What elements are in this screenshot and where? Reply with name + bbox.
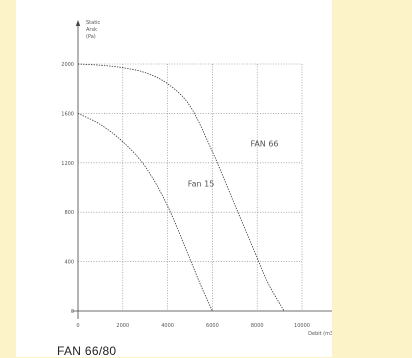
x-tick-label: 6000 [206, 323, 219, 329]
y-tick-label: 0 [71, 309, 74, 315]
series-line-2 [77, 113, 213, 312]
y-tick-label: 400 [64, 260, 74, 266]
x-tick-label: 2000 [116, 323, 129, 329]
y-axis-title: (Pa) [86, 34, 96, 40]
x-tick-label: 4000 [161, 323, 174, 329]
x-tick-label: 8000 [251, 323, 264, 329]
y-tick-label: 1200 [61, 161, 74, 167]
chart-panel: 0 400 800 1200 1600 2000 0 2000 4000 6000 8000 1000… [16, 0, 332, 358]
x-tick-label: 0 [76, 323, 79, 329]
y-axis-title: Arsk [86, 27, 97, 33]
y-tick-label: 2000 [61, 62, 74, 68]
x-tick-label: 10000 [294, 323, 310, 329]
y-axis-arrow [75, 20, 81, 26]
x-axis-title: Debit (m3/h) [308, 331, 332, 337]
chart-caption: FAN 66/80 [57, 344, 117, 358]
y-tick-label: 1600 [61, 111, 74, 117]
fan-curve-chart: 0 400 800 1200 1600 2000 0 2000 4000 6000 8000 1000… [61, 20, 332, 337]
series-label-2: Fan 15 [188, 179, 215, 188]
y-tick-label: 800 [64, 210, 74, 216]
series-label-1: FAN 66 [250, 140, 278, 149]
series-line-1 [77, 63, 285, 312]
y-axis-title: Static [86, 20, 101, 26]
